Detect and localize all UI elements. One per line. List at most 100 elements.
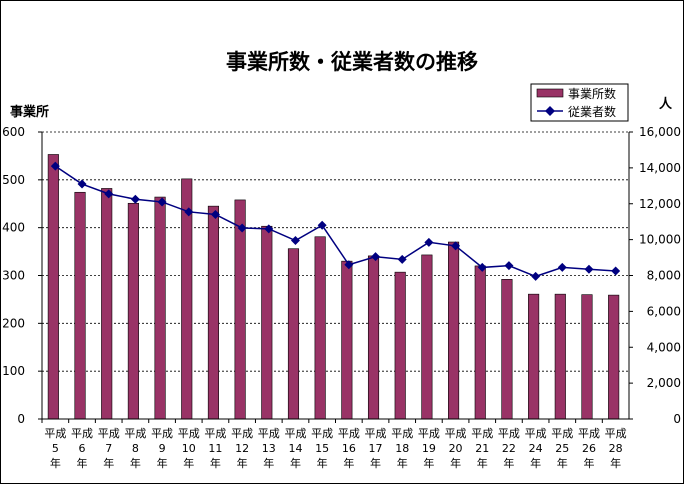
x-label-unit: 年: [103, 456, 114, 470]
bar: [261, 225, 273, 420]
x-label-era: 平成: [365, 427, 387, 440]
x-label-year: 26: [582, 442, 596, 455]
line-point: [264, 224, 274, 234]
x-label-era: 平成: [471, 427, 493, 440]
bar: [74, 191, 86, 420]
x-label-unit: 年: [450, 456, 461, 470]
left-tick-label: 100: [2, 364, 25, 378]
x-label-year: 6: [79, 442, 86, 455]
x-label-year: 17: [369, 442, 383, 455]
right-tick-label: 16,000: [639, 125, 681, 139]
left-tick-label: 600: [2, 125, 25, 139]
bar: [528, 293, 540, 420]
bar: [421, 254, 433, 420]
x-label-era: 平成: [231, 427, 253, 440]
line-point: [237, 223, 247, 233]
x-label-unit: 年: [263, 456, 274, 470]
x-label-era: 平成: [44, 427, 66, 440]
bar: [581, 294, 593, 420]
x-label-year: 10: [182, 442, 196, 455]
line-point: [451, 241, 461, 251]
x-label-era: 平成: [98, 427, 120, 440]
x-label-era: 平成: [525, 427, 547, 440]
bar: [394, 271, 406, 420]
x-label-unit: 年: [557, 456, 568, 470]
bar: [181, 178, 193, 420]
x-label-era: 平成: [258, 427, 280, 440]
x-label-unit: 年: [77, 456, 88, 470]
line-point: [504, 261, 514, 271]
bar: [608, 294, 620, 420]
x-label-era: 平成: [578, 427, 600, 440]
bar: [287, 248, 300, 420]
x-label-unit: 年: [397, 456, 408, 470]
legend-label-business-count: 事業所数: [568, 86, 616, 101]
line-point: [611, 266, 621, 276]
x-label-era: 平成: [391, 427, 413, 440]
right-tick-label: 10,000: [639, 233, 681, 247]
line-point: [50, 161, 60, 171]
x-label-unit: 年: [503, 456, 514, 470]
left-tick-label: 200: [2, 316, 25, 330]
right-axis-ticks: 0 2,000 4,000 6,000 8,000 10,000 12,000 14,000 1…: [629, 125, 681, 426]
x-label-era: 平成: [311, 427, 333, 440]
x-label-year: 19: [422, 442, 436, 455]
x-label-year: 11: [208, 442, 222, 455]
x-label-unit: 年: [530, 456, 541, 470]
left-tick-label: 0: [17, 412, 25, 426]
x-label-year: 5: [52, 442, 59, 455]
line-point: [184, 207, 194, 217]
right-tick-label: 14,000: [639, 161, 681, 175]
x-label-unit: 年: [423, 456, 434, 470]
x-label-year: 25: [555, 442, 569, 455]
right-tick-label: 4,000: [647, 340, 681, 354]
x-label-year: 18: [395, 442, 409, 455]
x-label-unit: 年: [183, 456, 194, 470]
chart-title: 事業所数・従業者数の推移: [226, 50, 478, 74]
line-point: [77, 179, 87, 189]
x-axis-labels: 平成5年平成6年平成7年平成8年平成9年平成10年平成11年平成12年平成13年…: [41, 419, 627, 470]
line-point: [317, 220, 327, 230]
line-point: [531, 271, 541, 281]
right-tick-label: 8,000: [647, 269, 681, 283]
bar: [207, 205, 219, 420]
bar: [154, 196, 166, 420]
x-label-unit: 年: [50, 456, 61, 470]
x-label-year: 20: [449, 442, 463, 455]
x-label-year: 28: [609, 442, 623, 455]
bar: [127, 202, 139, 420]
x-label-unit: 年: [610, 456, 621, 470]
bar: [47, 154, 59, 420]
legend-label-employee-count: 従業者数: [568, 104, 616, 119]
x-label-era: 平成: [151, 427, 173, 440]
x-label-year: 13: [262, 442, 276, 455]
line-point: [397, 254, 407, 264]
x-label-era: 平成: [418, 427, 440, 440]
x-label-era: 平成: [71, 427, 93, 440]
line-point: [344, 260, 354, 270]
x-label-unit: 年: [583, 456, 594, 470]
x-label-year: 21: [475, 442, 489, 455]
line-point: [210, 210, 220, 220]
left-axis-ticks: 0 100 200 300 400 500 600: [2, 125, 42, 426]
right-axis-unit-label: 人: [659, 96, 673, 112]
line-point: [130, 194, 140, 204]
x-label-era: 平成: [178, 427, 200, 440]
bar: [234, 199, 246, 420]
bar: [448, 241, 460, 420]
bar: [101, 188, 113, 420]
x-label-era: 平成: [551, 427, 573, 440]
x-label-era: 平成: [605, 427, 627, 440]
x-label-era: 平成: [124, 427, 146, 440]
x-label-unit: 年: [130, 456, 141, 470]
legend: 事業所数 従業者数: [530, 83, 629, 122]
left-tick-label: 400: [2, 221, 25, 235]
x-label-year: 7: [105, 442, 112, 455]
right-tick-label: 12,000: [639, 197, 681, 211]
line-point: [157, 197, 167, 207]
line-point: [290, 236, 300, 246]
left-axis-unit-label: 事業所: [10, 104, 49, 120]
series-line: [54, 165, 616, 278]
x-label-era: 平成: [284, 427, 306, 440]
line-point: [424, 237, 434, 247]
